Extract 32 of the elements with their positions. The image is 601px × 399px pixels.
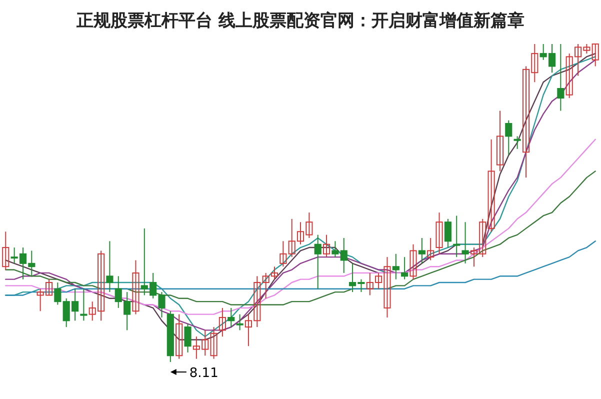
candlestick	[54, 282, 62, 306]
candlestick	[488, 138, 495, 232]
candlestick	[332, 240, 339, 258]
candlestick	[218, 307, 226, 338]
candlestick	[401, 256, 408, 280]
candlestick	[436, 212, 443, 254]
candlestick	[496, 110, 504, 172]
candlestick	[392, 253, 400, 280]
candlestick	[444, 218, 452, 248]
candlestick	[228, 307, 235, 328]
candlestick	[462, 222, 469, 264]
candlestick	[280, 240, 287, 268]
candlestick	[322, 234, 330, 258]
candlestick	[184, 323, 192, 353]
candlestick	[410, 244, 417, 280]
candlestick	[132, 260, 140, 315]
candlestick	[418, 237, 426, 264]
candlestick	[427, 237, 434, 261]
candlestick	[453, 215, 460, 258]
text: 8.11	[189, 366, 218, 381]
candlestick	[514, 136, 521, 150]
chart-title: 正规股票杠杆平台 线上股票配资官网：开启财富增值新篇章	[76, 11, 524, 31]
candlestick	[314, 234, 322, 290]
candlestick	[106, 240, 114, 293]
candlestick	[2, 231, 10, 270]
candlestick	[340, 237, 348, 274]
candlestick	[592, 44, 599, 67]
candlestick	[557, 44, 564, 112]
candlestick	[505, 120, 512, 156]
candlestick	[80, 288, 88, 322]
candlestick	[176, 314, 183, 360]
candlestick	[236, 314, 244, 331]
